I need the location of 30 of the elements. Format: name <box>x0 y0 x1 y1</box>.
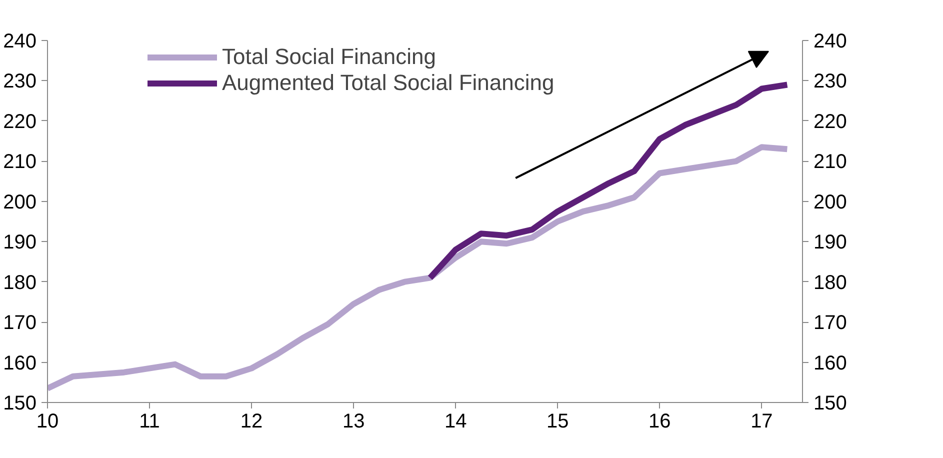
y2-tick-label: 240 <box>814 30 847 52</box>
y2-tick-label: 220 <box>814 110 847 133</box>
y-tick-label: 190 <box>3 232 37 254</box>
y2-tick-label: 210 <box>814 151 847 174</box>
legend-label: Augmented Total Social Financing <box>222 70 554 96</box>
y-tick-label: 200 <box>3 191 37 214</box>
y-tick-label: 170 <box>3 312 37 334</box>
y-tick-label: 240 <box>3 30 37 52</box>
x-tick-label: 14 <box>444 410 467 432</box>
y2-tick-label: 190 <box>814 232 847 254</box>
y-tick-label: 220 <box>3 110 37 133</box>
x-tick-label: 16 <box>648 410 671 432</box>
x-tick-label: 13 <box>342 410 365 432</box>
y2-tick-label: 230 <box>814 70 847 93</box>
y2-tick-label: 160 <box>814 352 847 374</box>
legend-label: Total Social Financing <box>222 44 436 70</box>
y-tick-label: 160 <box>3 352 37 374</box>
y2-tick-label: 150 <box>814 392 847 414</box>
x-tick-label: 17 <box>750 410 773 432</box>
x-tick-label: 10 <box>36 410 59 432</box>
x-tick-label: 12 <box>240 410 263 432</box>
x-tick-label: 15 <box>546 410 569 432</box>
y2-tick-label: 170 <box>814 312 847 334</box>
y-tick-label: 180 <box>3 272 37 294</box>
x-tick-label: 11 <box>139 410 160 432</box>
y-tick-label: 210 <box>3 151 37 174</box>
y2-tick-label: 200 <box>814 191 847 214</box>
y-tick-label: 150 <box>3 392 37 414</box>
y2-tick-label: 180 <box>814 272 847 294</box>
y-tick-label: 230 <box>3 70 37 93</box>
